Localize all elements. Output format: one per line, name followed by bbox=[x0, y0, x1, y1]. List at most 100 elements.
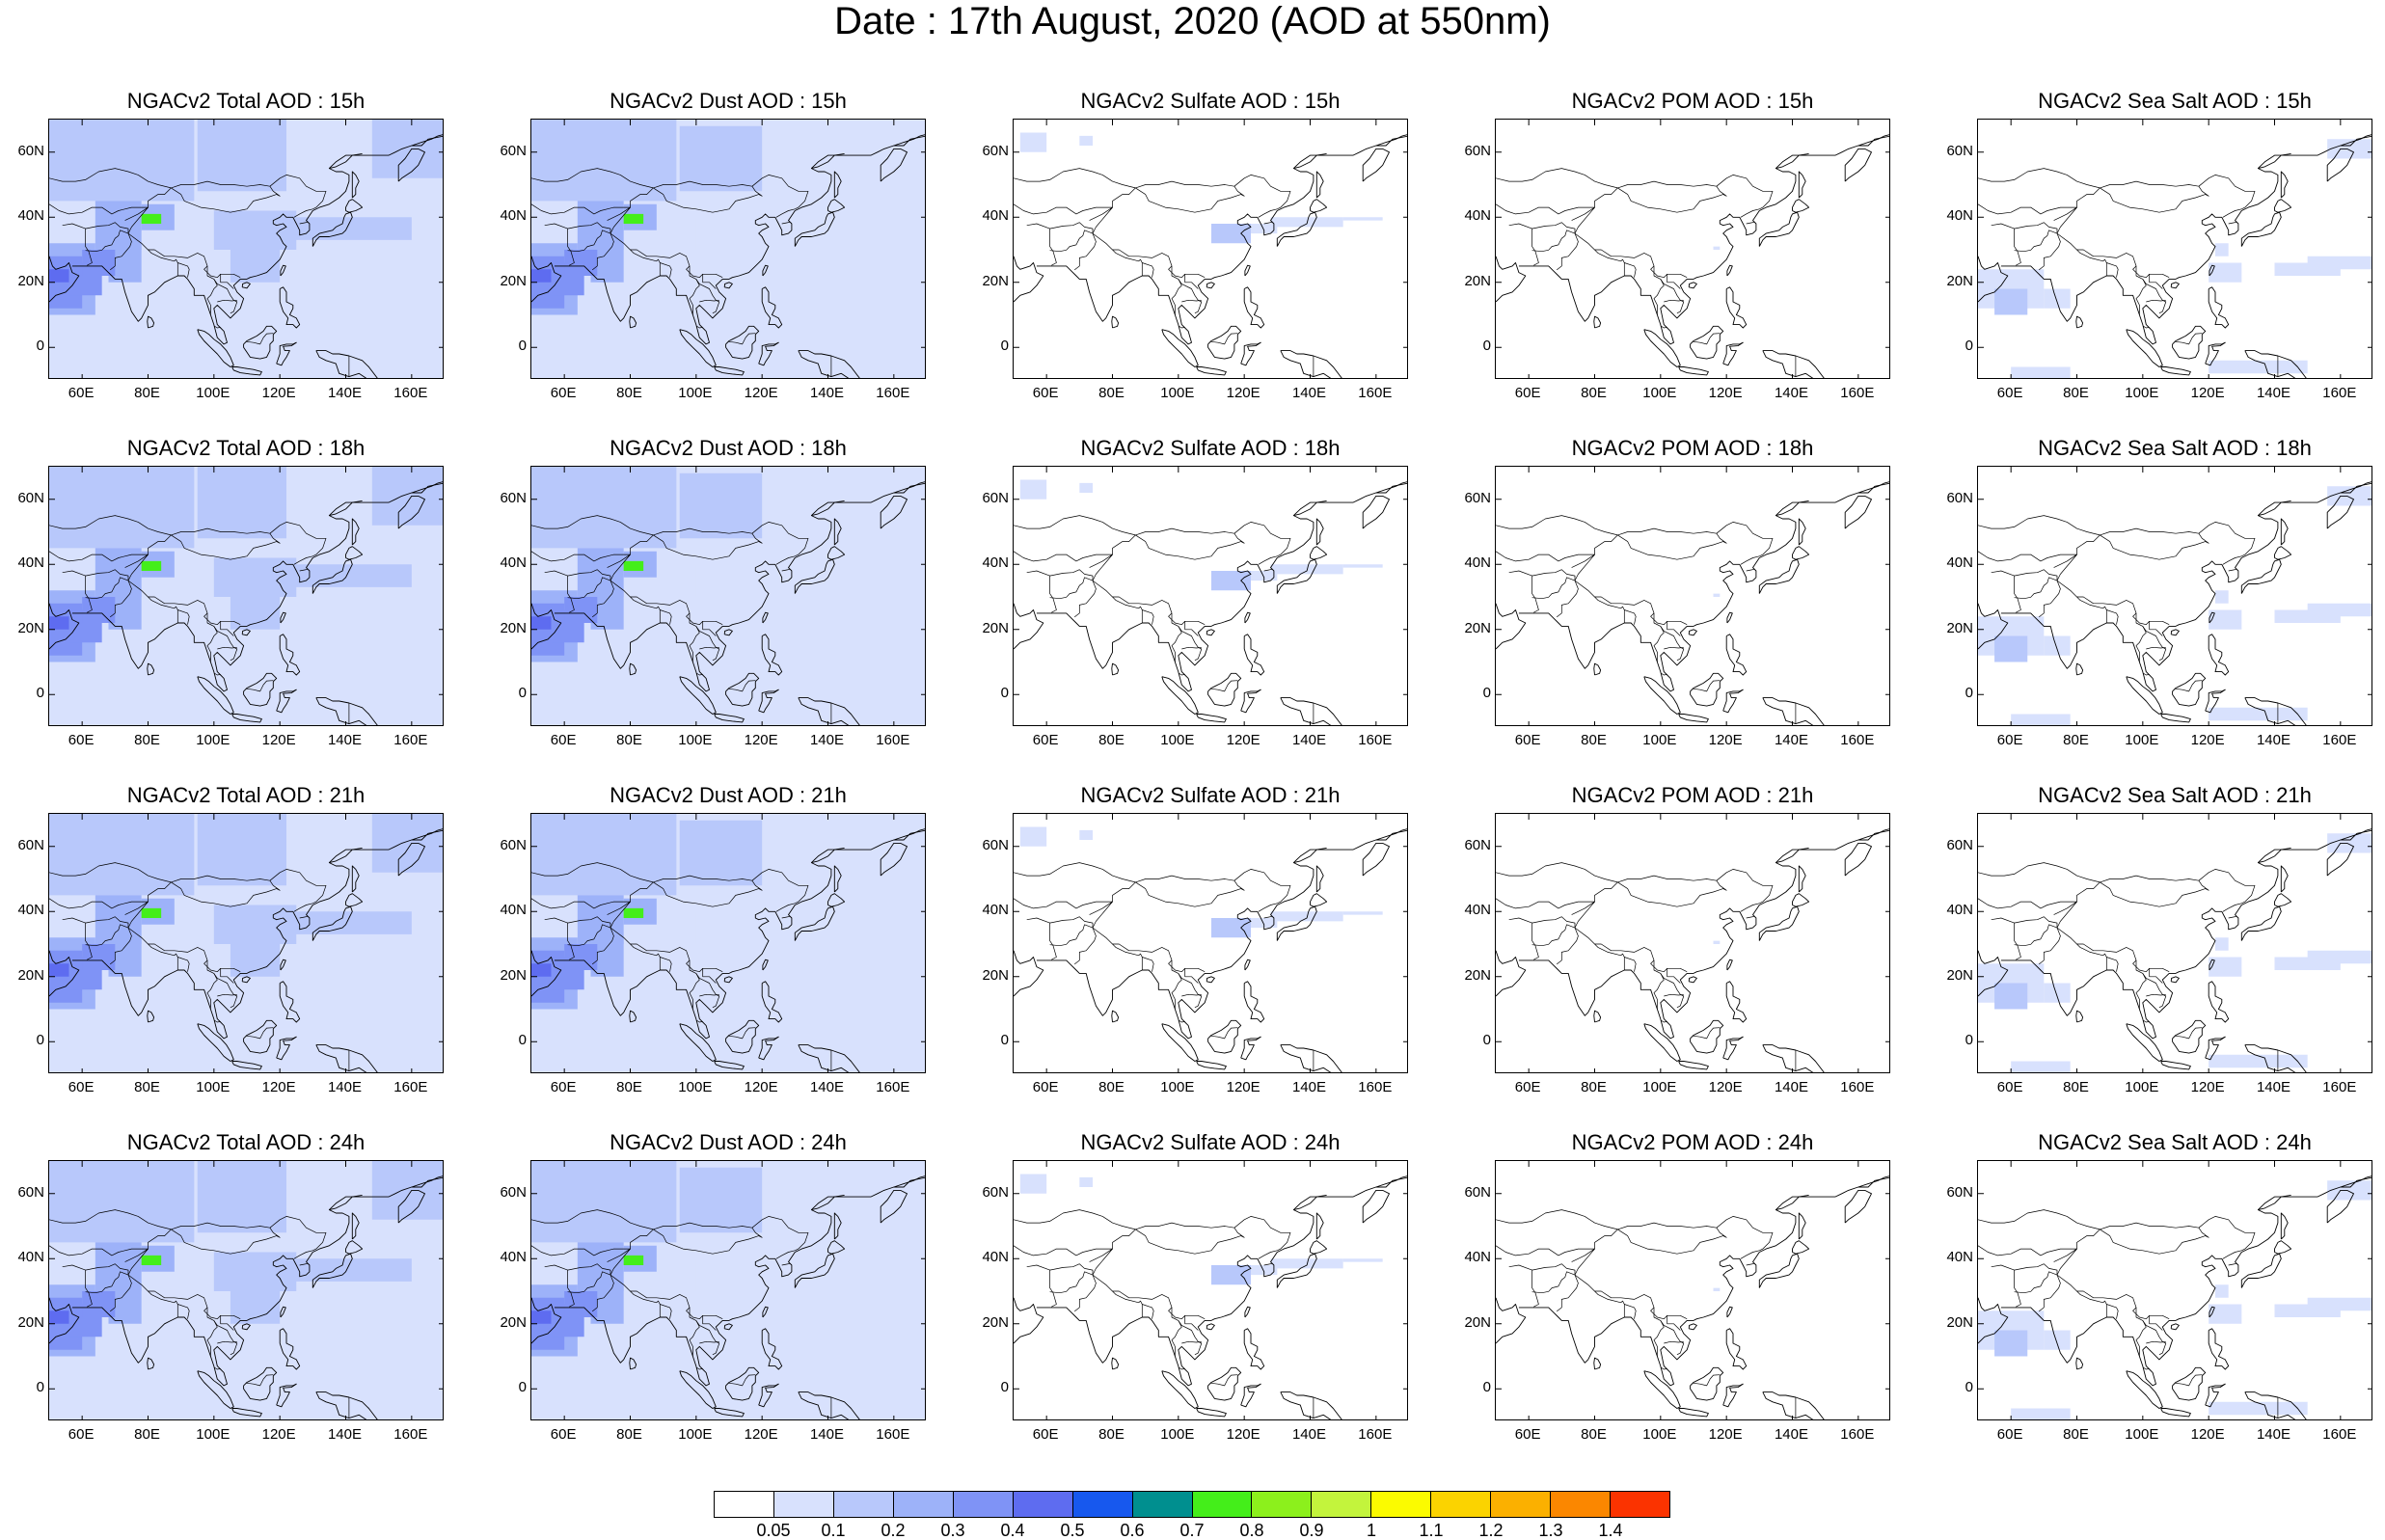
country-border bbox=[1556, 580, 1579, 618]
coastline bbox=[1798, 518, 1806, 546]
lon-tick-label: 140E bbox=[1774, 732, 1809, 748]
country-border bbox=[2222, 903, 2242, 912]
coastline bbox=[411, 481, 443, 494]
lon-tick-label: 140E bbox=[1291, 385, 1327, 401]
country-border bbox=[544, 917, 575, 960]
country-border bbox=[217, 646, 237, 650]
map-canvas bbox=[49, 1161, 443, 1419]
colorbar-swatch bbox=[1013, 1492, 1073, 1517]
country-border bbox=[177, 957, 190, 972]
map-panel-sulfate-24h: NGACv2 Sulfate AOD : 24h 60N 40N 20N 0 60E 80E… bbox=[964, 1128, 1418, 1446]
coastline bbox=[280, 611, 286, 624]
coastline bbox=[2240, 1253, 2282, 1288]
lat-tick-label: 40N bbox=[1464, 207, 1491, 225]
coastline bbox=[2160, 1061, 2191, 1070]
coastline bbox=[2075, 315, 2084, 329]
coastline bbox=[2160, 1408, 2191, 1418]
lat-tick-label: 40N bbox=[982, 207, 1009, 225]
country-border bbox=[1263, 1262, 1273, 1266]
lat-tick-label: 40N bbox=[1464, 1249, 1491, 1266]
country-border bbox=[2076, 943, 2107, 970]
coastline bbox=[2075, 1357, 2084, 1370]
lon-tick-label: 100E bbox=[196, 1079, 230, 1095]
coastline bbox=[1244, 264, 1251, 277]
country-border bbox=[2222, 1250, 2242, 1259]
country-border bbox=[591, 1274, 614, 1312]
country-border bbox=[1178, 1320, 1203, 1356]
aod-field-patch bbox=[531, 269, 552, 283]
country-border bbox=[1556, 1274, 1579, 1312]
lon-tick-label: 80E bbox=[2063, 1079, 2089, 1095]
country-border bbox=[630, 943, 661, 970]
aod-field-patch bbox=[2209, 262, 2242, 283]
coastline bbox=[833, 171, 842, 199]
coastline bbox=[2075, 662, 2084, 676]
lon-tick-label: 120E bbox=[744, 1426, 778, 1443]
country-border bbox=[702, 968, 717, 984]
country-border bbox=[1664, 299, 1684, 303]
aod-field-patch bbox=[49, 963, 69, 977]
country-border bbox=[2142, 1320, 2167, 1356]
lat-tick-label: 0 bbox=[518, 338, 527, 355]
lon-tick-label: 60E bbox=[550, 1079, 577, 1095]
coastline bbox=[1310, 199, 1328, 213]
lat-tick-label: 0 bbox=[36, 1379, 44, 1396]
coastline bbox=[1844, 495, 1872, 529]
panel-title: NGACv2 Total AOD : 21h bbox=[126, 783, 366, 807]
aod-field-patch bbox=[2044, 983, 2071, 1003]
country-border bbox=[2174, 333, 2203, 345]
country-border bbox=[567, 1271, 611, 1294]
lon-tick-label: 100E bbox=[1160, 385, 1195, 401]
aod-field-patch bbox=[2215, 937, 2229, 951]
coastline bbox=[2244, 1391, 2307, 1419]
lon-tick-label: 100E bbox=[2125, 1426, 2159, 1443]
country-border bbox=[1263, 568, 1273, 572]
country-border bbox=[85, 222, 129, 234]
lat-tick-label: 40N bbox=[1946, 207, 1973, 225]
coastline bbox=[827, 546, 846, 560]
country-border bbox=[2100, 533, 2209, 560]
country-border bbox=[689, 612, 700, 662]
country-border bbox=[781, 1262, 791, 1266]
coastline bbox=[315, 697, 378, 725]
lon-tick-label: 60E bbox=[1996, 732, 2023, 748]
map-canvas bbox=[1978, 814, 2371, 1072]
lon-tick-label: 140E bbox=[809, 1079, 845, 1095]
country-border bbox=[1014, 881, 1136, 909]
lat-tick-label: 60N bbox=[982, 142, 1009, 159]
country-border bbox=[1049, 230, 1094, 253]
coastline bbox=[1496, 950, 1527, 997]
lon-tick-label: 80E bbox=[616, 1079, 642, 1095]
aod-map bbox=[1013, 813, 1408, 1073]
country-border bbox=[1978, 515, 2256, 557]
coastline bbox=[1857, 134, 1889, 147]
aod-field-patch bbox=[1342, 1258, 1383, 1262]
aod-field-patch bbox=[1211, 918, 1251, 938]
colorbar-label: 1.2 bbox=[1478, 1521, 1504, 1540]
aod-field-patch bbox=[230, 1291, 281, 1324]
coastline bbox=[312, 1253, 353, 1288]
coastline bbox=[1280, 350, 1342, 378]
coastline bbox=[1244, 611, 1251, 624]
country-border bbox=[2014, 222, 2058, 234]
country-border bbox=[1014, 1209, 1291, 1252]
coastline bbox=[629, 662, 637, 676]
lat-tick-label: 0 bbox=[1000, 1379, 1009, 1396]
coastline bbox=[1722, 689, 1744, 714]
coastline bbox=[71, 1176, 443, 1387]
map-canvas bbox=[1978, 1161, 2371, 1419]
country-border bbox=[660, 1304, 672, 1319]
country-border bbox=[1496, 515, 1774, 557]
aod-field-patch bbox=[1079, 482, 1093, 493]
lon-tick-label: 160E bbox=[2322, 385, 2357, 401]
country-border bbox=[1624, 262, 1637, 278]
coastline bbox=[2205, 341, 2226, 366]
aod-field-patch bbox=[230, 250, 281, 283]
coastline bbox=[397, 148, 425, 182]
aod-field-patch bbox=[2209, 1304, 2242, 1324]
country-border bbox=[1664, 993, 1684, 997]
coastline bbox=[554, 1176, 925, 1387]
coastline bbox=[2274, 893, 2292, 907]
coastline bbox=[2205, 1383, 2226, 1408]
aod-field-patch bbox=[531, 1310, 552, 1324]
